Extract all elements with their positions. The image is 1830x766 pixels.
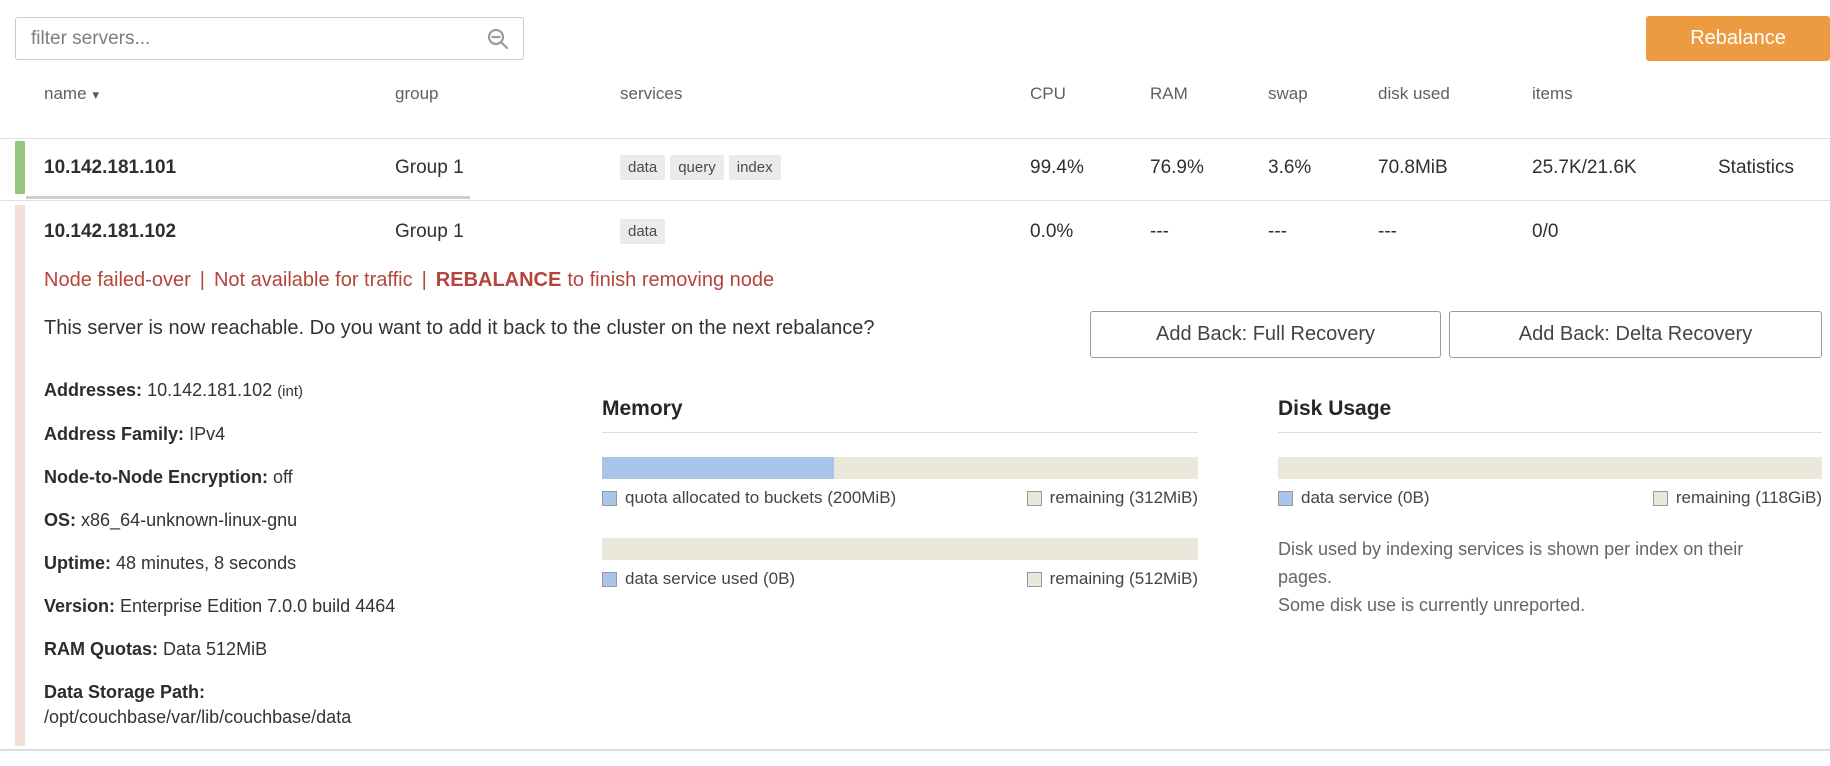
node-details: Addresses: 10.142.181.102 (int) Address F… [44, 378, 564, 748]
cpu-value: 99.4% [1030, 157, 1084, 178]
disk-note-unreported: Some disk use is currently unreported. [1278, 595, 1586, 615]
legend-item: remaining (512MiB) [1026, 569, 1198, 589]
legend-item: quota allocated to buckets (200MiB) [602, 488, 896, 508]
health-strip-healthy [15, 141, 25, 194]
server-name: 10.142.181.101 [44, 157, 177, 178]
column-header-disk-used[interactable]: disk used [1378, 84, 1450, 103]
column-header-items[interactable]: items [1532, 84, 1573, 103]
service-tag-query: query [670, 155, 724, 180]
legend-item: data service (0B) [1278, 488, 1430, 508]
swap-value: --- [1268, 221, 1287, 242]
disk-usage-legend: data service (0B) remaining (118GiB) [1278, 488, 1822, 508]
server-group: Group 1 [395, 157, 464, 178]
column-header-name[interactable]: name ▾ [44, 84, 99, 104]
swap-value: 3.6% [1268, 157, 1312, 178]
filter-servers-input[interactable] [15, 17, 524, 60]
column-header-services[interactable]: services [620, 84, 683, 103]
failed-over-warning: Node failed-over | Not available for traff… [44, 269, 774, 292]
legend-item: remaining (118GiB) [1652, 488, 1822, 508]
detail-uptime: Uptime: 48 minutes, 8 seconds [44, 553, 297, 573]
filter-servers-field [15, 17, 524, 60]
service-tag-data: data [620, 155, 666, 180]
cpu-value: 0.0% [1030, 221, 1074, 242]
add-back-full-recovery-button[interactable]: Add Back: Full Recovery [1090, 311, 1441, 358]
memory-quota-bar-fill [602, 457, 835, 479]
memory-panel-title: Memory [602, 397, 1198, 433]
service-tags: data query index [620, 139, 781, 196]
service-tag-data: data [620, 219, 666, 244]
ram-value: 76.9% [1150, 157, 1204, 178]
items-value: 25.7K/21.6K [1532, 157, 1637, 178]
search-icon [487, 28, 509, 50]
address-scope-suffix: (int) [277, 383, 304, 400]
divider [0, 200, 1830, 201]
memory-panel: Memory quota allocated to buckets (200Mi… [602, 397, 1198, 589]
beige-swatch-icon [1026, 571, 1042, 587]
memory-used-bar [602, 538, 1198, 560]
rebalance-button[interactable]: Rebalance [1646, 16, 1830, 61]
column-header-cpu[interactable]: CPU [1030, 84, 1066, 103]
legend-item: remaining (312MiB) [1026, 488, 1198, 508]
ram-value: --- [1150, 221, 1169, 242]
server-row-102-expanded: 10.142.181.102 Group 1 data 0.0% --- ---… [0, 201, 1830, 750]
disk-usage-panel: Disk Usage data service (0B) remaining (… [1278, 397, 1822, 619]
service-tags: data [620, 203, 666, 260]
blue-swatch-icon [1278, 490, 1293, 506]
warning-segment: to finish removing node [567, 269, 775, 291]
column-header-ram[interactable]: RAM [1150, 84, 1188, 103]
memory-quota-legend: quota allocated to buckets (200MiB) rema… [602, 488, 1198, 508]
disk-note-indexing: Disk used by indexing services is shown … [1278, 539, 1744, 587]
warning-rebalance-emphasis: REBALANCE [435, 269, 562, 291]
detail-ram-quotas: RAM Quotas: Data 512MiB [44, 639, 268, 659]
server-row-102-summary[interactable]: 10.142.181.102 Group 1 data 0.0% --- ---… [0, 203, 1830, 260]
server-row-101[interactable]: 10.142.181.101 Group 1 data query index … [0, 139, 1830, 196]
statistics-link[interactable]: Statistics [1718, 157, 1795, 178]
memory-quota-bar [602, 457, 1198, 479]
detail-version: Version: Enterprise Edition 7.0.0 build … [44, 596, 396, 616]
blue-swatch-icon [602, 571, 617, 587]
warning-separator: | [421, 269, 427, 291]
server-name: 10.142.181.102 [44, 221, 177, 242]
disk-usage-notes: Disk used by indexing services is shown … [1278, 535, 1778, 619]
row-underline [26, 196, 470, 199]
detail-address-family: Address Family: IPv4 [44, 424, 226, 444]
disk-usage-bar [1278, 457, 1822, 479]
detail-addresses: Addresses: 10.142.181.102 (int) [44, 380, 304, 400]
reachable-question: This server is now reachable. Do you wan… [44, 317, 875, 339]
beige-swatch-icon [1652, 490, 1668, 506]
blue-swatch-icon [602, 490, 617, 506]
divider [0, 138, 1830, 139]
table-header-row: name ▾ group services CPU RAM swap disk u… [0, 84, 1830, 110]
column-header-name-label: name [44, 84, 87, 103]
items-value: 0/0 [1532, 221, 1559, 242]
column-header-group[interactable]: group [395, 84, 439, 103]
disk-usage-panel-title: Disk Usage [1278, 397, 1822, 433]
sort-desc-icon: ▾ [92, 87, 100, 102]
detail-data-storage-path: Data Storage Path: /opt/couchbase/var/li… [44, 682, 352, 727]
health-strip-failed-over [15, 205, 25, 746]
legend-item: data service used (0B) [602, 569, 795, 589]
disk-used-value: 70.8MiB [1378, 157, 1448, 178]
detail-node-encryption: Node-to-Node Encryption: off [44, 467, 293, 487]
server-group: Group 1 [395, 221, 464, 242]
add-back-delta-recovery-button[interactable]: Add Back: Delta Recovery [1449, 311, 1822, 358]
memory-used-legend: data service used (0B) remaining (512MiB… [602, 569, 1198, 589]
disk-used-value: --- [1378, 221, 1397, 242]
warning-separator: | [199, 269, 205, 291]
divider [0, 749, 1830, 751]
service-tag-index: index [728, 155, 781, 180]
beige-swatch-icon [1026, 490, 1042, 506]
column-header-swap[interactable]: swap [1268, 84, 1308, 103]
warning-segment: Not available for traffic [213, 269, 413, 291]
warning-segment: Node failed-over [44, 269, 191, 291]
detail-os: OS: x86_64-unknown-linux-gnu [44, 510, 298, 530]
